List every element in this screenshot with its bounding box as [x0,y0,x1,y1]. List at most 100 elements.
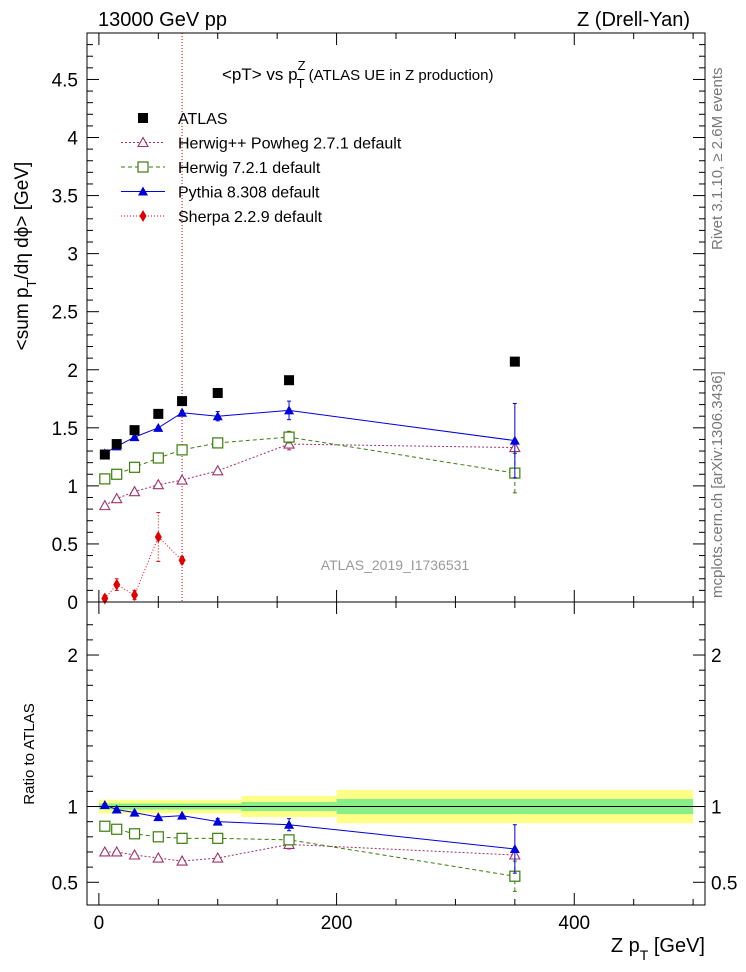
ratio-point [509,843,520,853]
legend-label: Pythia 8.308 default [178,185,320,202]
main-point [98,499,111,511]
ratio-point [129,807,140,817]
ylabel-c: /dη dϕ> [GeV] [12,162,33,280]
ratio-point [110,845,123,857]
main-point [177,407,188,417]
ratio-point [153,812,164,822]
main-point [111,468,123,480]
header-left: 13000 GeV pp [98,9,227,31]
main-point [152,478,165,490]
main-point [177,396,188,407]
main-ytick-label: 1.5 [52,419,78,440]
main-ytick-label: 2 [67,361,78,382]
x-axis-ticks: 0 200 400 [94,602,694,934]
main-point [99,473,111,485]
ratio-point [177,810,188,820]
main-point [154,530,162,543]
ylabel-a: <sum p [12,287,33,350]
ratio-ytick-label-right: 2 [711,646,722,667]
legend-marker [138,113,148,123]
main-point [176,444,188,456]
main-series-line [104,536,183,599]
legend-item: ATLAS [138,111,228,128]
ratio-point [152,831,164,843]
main-point [283,431,295,443]
main-ylabel: <sum pT/dη dϕ> [GeV] [12,162,39,351]
legend-label: Herwig 7.2.1 default [178,160,321,177]
ratio-point [111,823,123,835]
main-point [153,408,164,419]
xlabel-b: T [640,947,649,963]
main-point [128,485,141,497]
title-pre: <pT> vs p [222,65,298,84]
legend-item: Pythia 8.308 default [121,185,320,202]
main-point [509,356,520,367]
ratio-point [284,819,295,829]
ratio-ylabel: Ratio to ATLAS [21,703,38,804]
main-point [153,422,164,432]
legend-item: Sherpa 2.2.9 default [121,209,323,226]
ratio-ytick-label: 1 [67,798,78,819]
main-ytick-label: 3.5 [52,187,78,208]
main-ytick-label: 3 [67,245,78,266]
legend-marker [137,161,149,173]
main-series-line [104,409,515,454]
ratio-point [176,854,189,866]
ratio-point [212,832,224,844]
legend-label: Herwig++ Powheg 2.7.1 default [178,136,402,153]
main-series-line [104,436,515,480]
ratio-point [152,851,165,863]
ratio-point [98,845,111,857]
ratio-panel: 0.5 0.5 1 1 2 2 Ratio to ATLAS Z pT [GeV] 0 20… [21,601,737,963]
main-point [283,437,295,449]
main-ytick-label: 4.5 [52,70,78,91]
ratio-series-line [104,825,515,877]
main-ytick-label: 1 [67,477,78,498]
main-point [131,589,139,602]
ratio-point [283,834,295,846]
main-series-herwig-7-2-1-default [99,430,521,494]
ratio-series-pythia-8-308-default [99,800,520,874]
main-series-atlas [99,356,520,460]
ratio-point [99,800,110,810]
ratio-series-herwig-7-2-1-default [99,820,521,892]
title-post: (ATLAS UE in Z production) [305,67,494,84]
main-point [111,439,122,450]
ratio-ytick-label: 2 [67,646,78,667]
xlabel-a: Z p [611,935,640,957]
side-label-lower: mcplots.cern.ch [arXiv:1306.3436] [709,371,726,598]
legend-marker [139,210,147,222]
ratio-point [211,851,224,863]
ratio-ytick-label: 0.5 [52,873,78,894]
main-series-herwig-powheg-2-7-1-default [98,437,521,511]
chart-title: <pT> vs pZ T (ATLAS UE in Z production) [222,58,493,91]
main-point [509,435,520,445]
ratio-point [99,820,111,832]
main-point [128,461,141,473]
xtick-label: 200 [321,913,353,934]
title-sub: T [297,76,305,91]
main-axis-ticks: 0 0.5 1 1.5 2 2.5 3 3.5 4 4.5 [52,33,705,614]
legend-label: Sherpa 2.2.9 default [178,209,323,226]
main-point [99,449,110,460]
main-point [211,464,224,476]
main-series-sherpa-2-2-9-default [101,512,186,605]
ratio-point [212,816,223,826]
legend-label: ATLAS [178,111,228,128]
side-label-upper: Rivet 3.1.10, ≥ 2.6M events [709,68,726,251]
legend: ATLAS Herwig++ Powheg 2.7.1 default Herwig… [121,111,402,226]
ratio-point [176,832,188,844]
main-point [212,387,223,398]
xtick-label: 400 [558,913,590,934]
header-right: Z (Drell-Yan) [577,9,690,31]
main-point [129,432,140,442]
main-point [176,473,189,485]
legend-item: Herwig++ Powheg 2.7.1 default [121,136,402,153]
xlabel-c: [GeV] [648,935,705,957]
ratio-ytick-label-right: 0.5 [711,873,737,894]
ratio-ytick-label-right: 1 [711,798,722,819]
main-ytick-label: 0.5 [52,535,78,556]
main-point [284,405,295,415]
ratio-axis-ticks: 0.5 0.5 1 1 2 2 [52,624,737,894]
